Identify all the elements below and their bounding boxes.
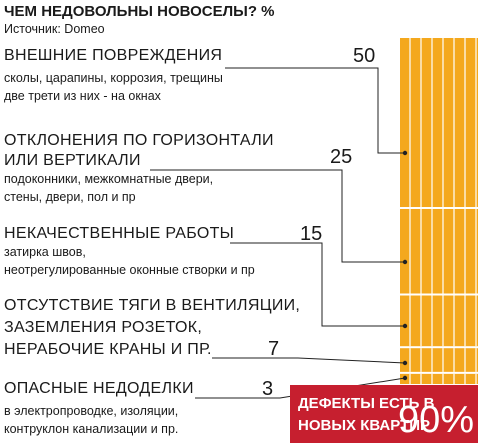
leader-line	[212, 357, 406, 364]
leader-dot	[402, 323, 408, 329]
value-label: 25	[330, 146, 352, 168]
category-title: ОТКЛОНЕНИЯ ПО ГОРИЗОНТАЛИ	[4, 132, 274, 149]
source: Источник: Domeo	[4, 22, 105, 36]
bar-segment	[400, 295, 478, 347]
category-note: подоконники, межкомнатные двери,	[4, 172, 213, 186]
bar-segment	[400, 209, 478, 294]
leader-line	[230, 242, 405, 327]
leader-dot	[402, 360, 408, 366]
value-label: 15	[300, 223, 322, 245]
category-note: стены, двери, пол и пр	[4, 190, 136, 204]
leader-dot	[402, 375, 408, 381]
category-title: НЕРАБОЧИЕ КРАНЫ И ПР.	[4, 341, 212, 358]
value-label: 50	[353, 45, 375, 67]
highlight-figure: 90%	[398, 399, 474, 441]
category-note: две трети из них - на окнах	[4, 89, 162, 103]
category-title: ИЛИ ВЕРТИКАЛИ	[4, 152, 141, 169]
category-note: контруклон канализации и пр.	[4, 422, 178, 436]
category-title: НЕКАЧЕСТВЕННЫЕ РАБОТЫ	[4, 225, 234, 242]
bar-segment	[400, 38, 478, 207]
bar-segment	[400, 373, 478, 384]
bar-segment	[400, 348, 478, 372]
category-title: ВНЕШНИЕ ПОВРЕЖДЕНИЯ	[4, 47, 222, 64]
value-label: 7	[268, 338, 279, 360]
highlight-text: НОВЫХ КВАРТИР	[298, 417, 430, 434]
leader-line	[150, 169, 405, 263]
leader-dot	[402, 259, 408, 265]
leader-dot	[402, 150, 408, 156]
category-note: в электропроводке, изоляции,	[4, 404, 178, 418]
highlight-text: ДЕФЕКТЫ ЕСТЬ В	[298, 395, 435, 412]
category-note: неотрегулированные оконные створки и пр	[4, 263, 255, 277]
category-note: затирка швов,	[4, 245, 86, 259]
category-title: ОТСУТСТВИЕ ТЯГИ В ВЕНТИЛЯЦИИ,	[4, 297, 300, 314]
leader-line	[225, 67, 405, 154]
category-note: сколы, царапины, коррозия, трещины	[4, 71, 223, 85]
category-title: ОПАСНЫЕ НЕДОДЕЛКИ	[4, 380, 194, 397]
leader-line	[195, 377, 406, 399]
category-title: ЗАЗЕМЛЕНИЯ РОЗЕТОК,	[4, 319, 202, 336]
highlight-box	[290, 385, 478, 443]
value-label: 3	[262, 378, 273, 400]
chart-title: ЧЕМ НЕДОВОЛЬНЫ НОВОСЕЛЫ? %	[4, 3, 274, 20]
